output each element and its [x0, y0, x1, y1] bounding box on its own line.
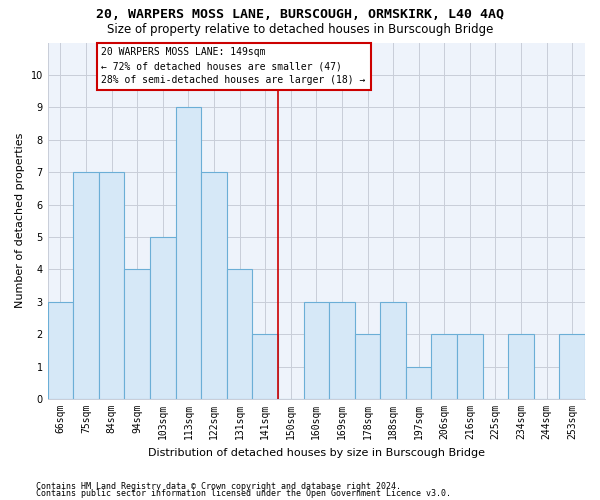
- Bar: [99, 172, 124, 399]
- Bar: [253, 334, 278, 399]
- Bar: [124, 270, 150, 399]
- Bar: [431, 334, 457, 399]
- Bar: [380, 302, 406, 399]
- Text: Size of property relative to detached houses in Burscough Bridge: Size of property relative to detached ho…: [107, 22, 493, 36]
- Bar: [508, 334, 534, 399]
- Bar: [559, 334, 585, 399]
- Bar: [201, 172, 227, 399]
- Bar: [227, 270, 253, 399]
- Y-axis label: Number of detached properties: Number of detached properties: [15, 133, 25, 308]
- Bar: [176, 108, 201, 399]
- Text: 20, WARPERS MOSS LANE, BURSCOUGH, ORMSKIRK, L40 4AQ: 20, WARPERS MOSS LANE, BURSCOUGH, ORMSKI…: [96, 8, 504, 20]
- Bar: [406, 366, 431, 399]
- X-axis label: Distribution of detached houses by size in Burscough Bridge: Distribution of detached houses by size …: [148, 448, 485, 458]
- Bar: [457, 334, 482, 399]
- Text: 20 WARPERS MOSS LANE: 149sqm
← 72% of detached houses are smaller (47)
28% of se: 20 WARPERS MOSS LANE: 149sqm ← 72% of de…: [101, 48, 366, 86]
- Bar: [150, 237, 176, 399]
- Bar: [47, 302, 73, 399]
- Text: Contains HM Land Registry data © Crown copyright and database right 2024.: Contains HM Land Registry data © Crown c…: [36, 482, 401, 491]
- Bar: [73, 172, 99, 399]
- Text: Contains public sector information licensed under the Open Government Licence v3: Contains public sector information licen…: [36, 490, 451, 498]
- Bar: [355, 334, 380, 399]
- Bar: [304, 302, 329, 399]
- Bar: [329, 302, 355, 399]
